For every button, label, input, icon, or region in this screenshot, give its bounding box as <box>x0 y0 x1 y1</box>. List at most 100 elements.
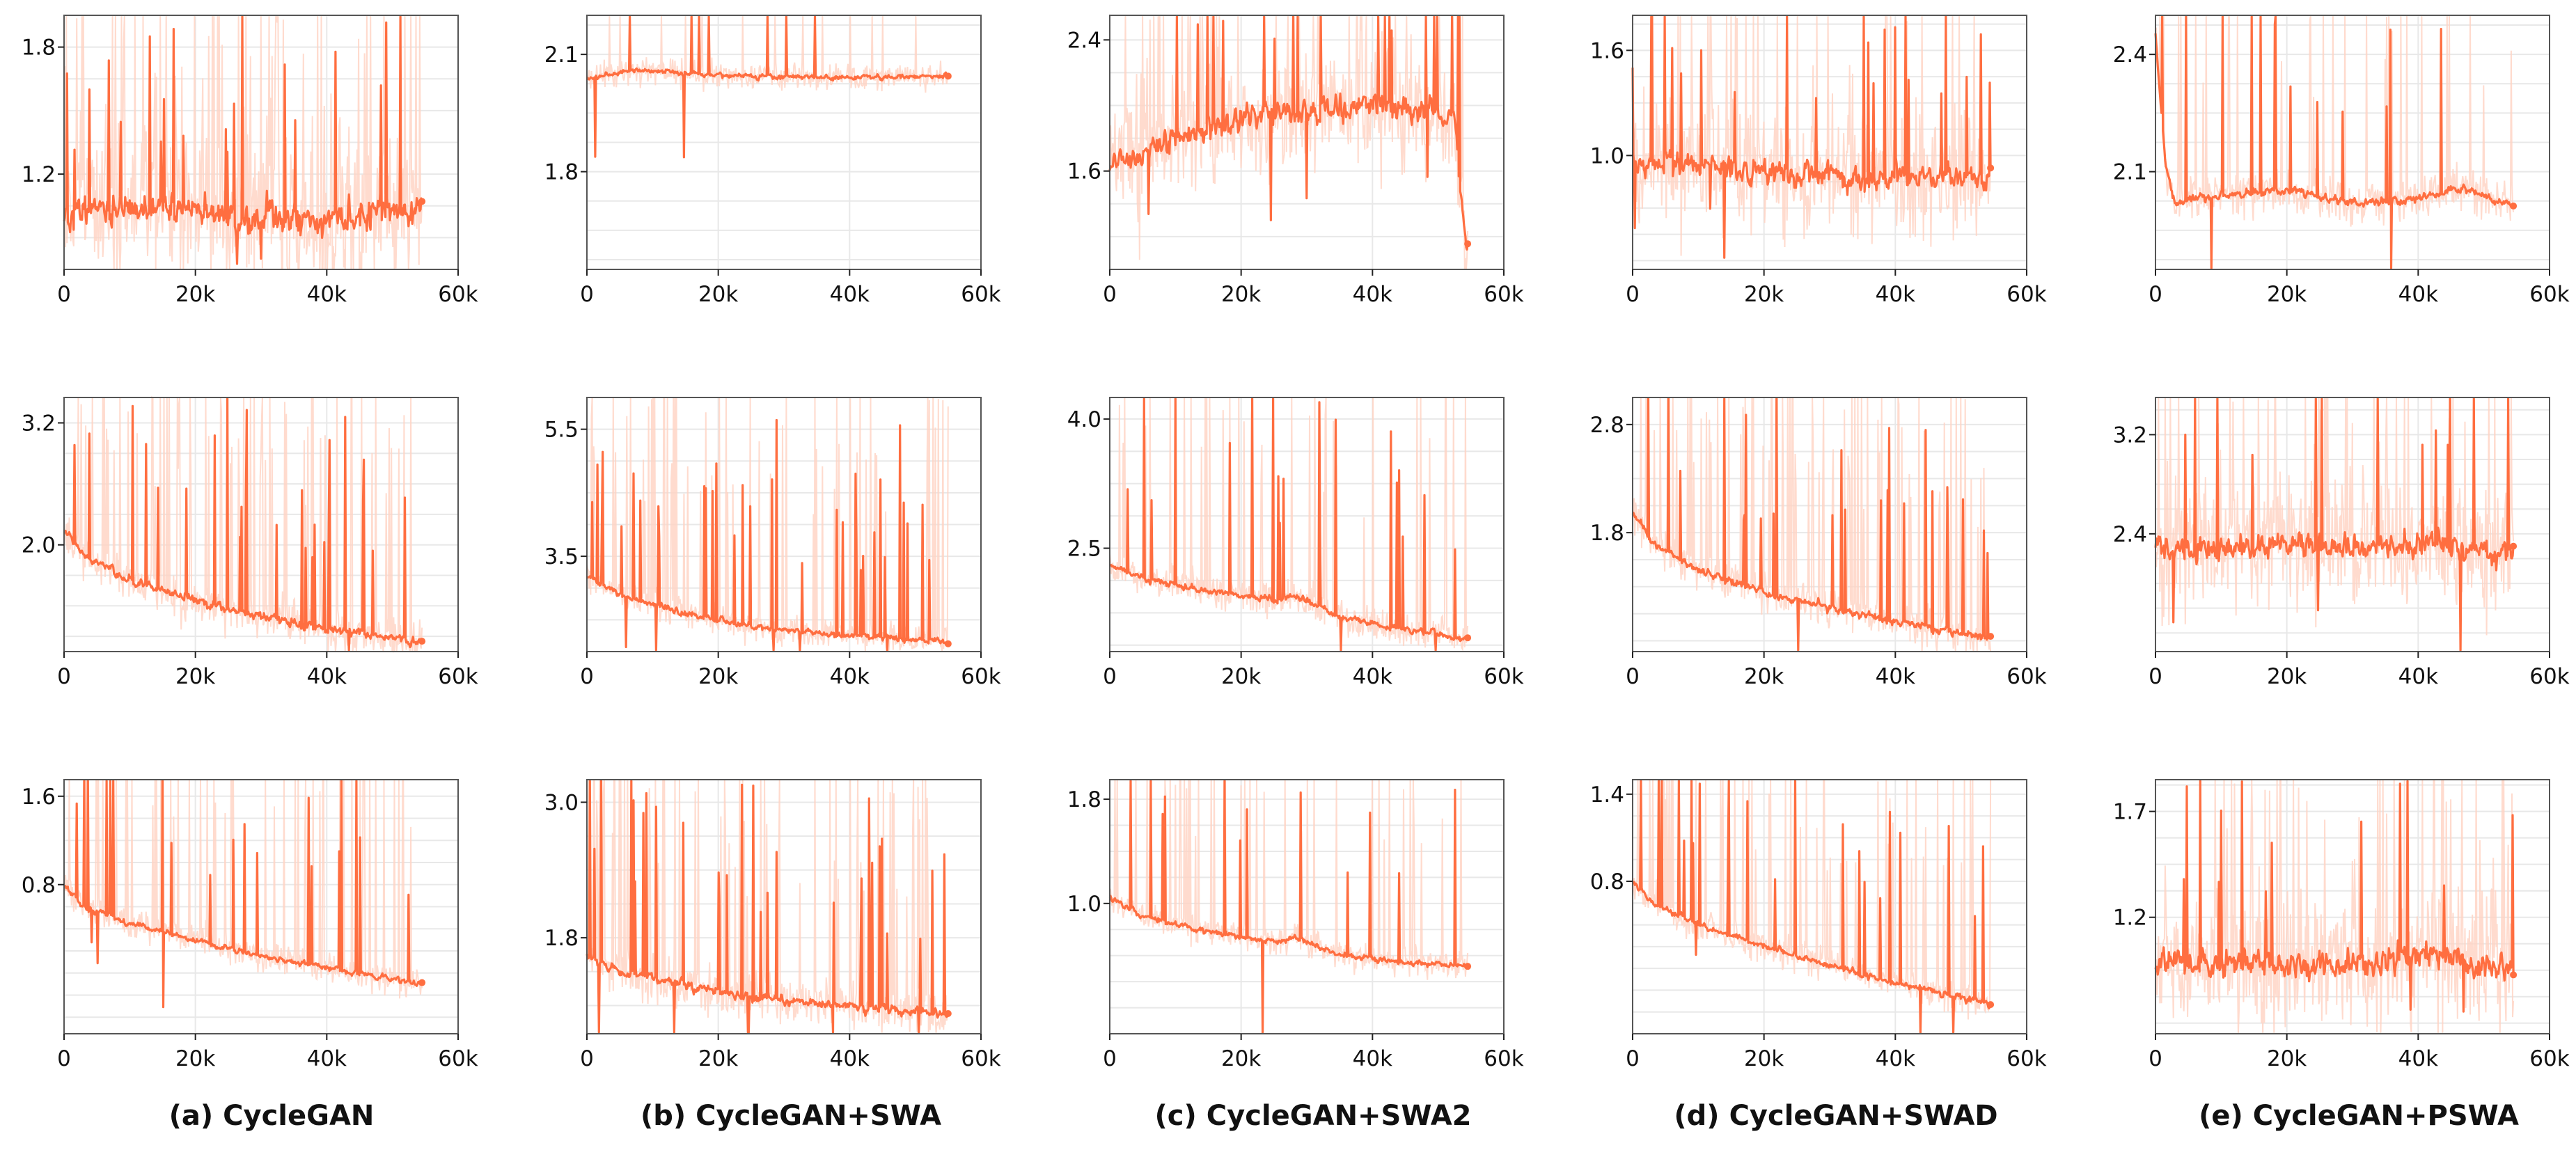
series-end-point <box>1464 240 1472 248</box>
x-tick-label: 60k <box>961 282 1000 307</box>
plot-frame <box>586 779 982 1034</box>
series-raw-line <box>63 779 423 999</box>
series-end-point <box>1464 634 1472 642</box>
series-line-loss <box>2154 780 2515 1013</box>
x-tick-label: 60k <box>438 282 478 307</box>
series-end-point <box>944 640 952 647</box>
x-tick-label: 20k <box>698 282 738 307</box>
caption-c-letter: (c) <box>1154 1100 1197 1132</box>
y-tick-label: 4.0 <box>1067 407 1101 432</box>
chart-panel-2-0: 1.6 2.4 0 20k 40k 60k <box>1067 15 1524 307</box>
plot-frame <box>2155 15 2550 270</box>
x-tick-label: 60k <box>1484 282 1523 307</box>
plot-frame <box>2155 779 2550 1034</box>
x-tick-label: 0 <box>57 282 71 307</box>
series-end-point <box>944 1010 952 1018</box>
x-tick-label: 60k <box>2529 282 2569 307</box>
caption-e-letter: (e) <box>2199 1100 2243 1132</box>
chart-panel-3-0: 1.0 1.6 0 20k 40k 60k <box>1590 15 2047 307</box>
caption-a: (a) CycleGAN <box>28 1100 515 1132</box>
x-tick-label: 40k <box>1353 282 1392 307</box>
series-line-loss <box>586 418 949 652</box>
series-line-loss <box>2154 15 2514 269</box>
caption-e-text: CycleGAN+PSWA <box>2252 1100 2519 1132</box>
series-end-point <box>1987 164 1995 172</box>
plot-frame <box>1632 397 2027 652</box>
series-raw-line <box>1632 15 1992 256</box>
y-tick-label: 1.6 <box>1067 159 1101 184</box>
y-tick-label: 1.8 <box>544 926 579 951</box>
x-tick-label: 60k <box>2529 664 2569 689</box>
chart-panel-0-1: 2.0 3.2 0 20k 40k 60k <box>22 395 478 689</box>
x-tick-label: 0 <box>1626 1046 1640 1071</box>
x-tick-label: 40k <box>1353 664 1392 689</box>
x-tick-label: 20k <box>1744 664 1784 689</box>
series-end-point <box>1987 1001 1995 1009</box>
caption-c: (c) CycleGAN+SWA2 <box>1069 1100 1557 1132</box>
x-tick-label: 0 <box>1626 664 1640 689</box>
x-tick-label: 40k <box>2398 664 2438 689</box>
x-tick-label: 40k <box>307 664 347 689</box>
y-tick-label: 3.0 <box>544 790 579 815</box>
x-tick-label: 60k <box>2529 1046 2569 1071</box>
series-line-loss <box>2154 397 2515 652</box>
series-end-point <box>418 638 426 645</box>
y-tick-label: 2.4 <box>1067 28 1101 53</box>
x-tick-label: 60k <box>2006 1046 2046 1071</box>
plot-frame <box>1109 15 1505 270</box>
chart-panel-3-2: 0.8 1.4 0 20k 40k 60k <box>1590 779 2047 1071</box>
y-tick-label: 0.8 <box>22 873 56 898</box>
y-tick-label: 2.4 <box>2113 522 2147 547</box>
y-tick-label: 3.2 <box>22 411 56 436</box>
x-tick-label: 0 <box>1103 1046 1117 1071</box>
chart-panel-4-1: 2.4 3.2 0 20k 40k 60k <box>2113 396 2570 689</box>
y-tick-label: 3.5 <box>544 544 579 569</box>
caption-d-letter: (d) <box>1674 1100 1720 1132</box>
caption-d-text: CycleGAN+SWAD <box>1729 1100 1998 1132</box>
series-end-point <box>2510 202 2518 210</box>
series-line-loss <box>1631 397 1992 652</box>
series-end-point <box>1987 633 1995 640</box>
x-tick-label: 40k <box>307 1046 347 1071</box>
chart-panel-1-2: 1.8 3.0 0 20k 40k 60k <box>544 779 1001 1071</box>
chart-panel-2-1: 2.5 4.0 0 20k 40k 60k <box>1067 397 1524 689</box>
x-tick-label: 60k <box>438 664 478 689</box>
series-line-loss <box>1109 397 1469 652</box>
chart-panel-3-1: 1.8 2.8 0 20k 40k 60k <box>1590 397 2047 689</box>
series-end-point <box>2510 971 2518 979</box>
series-line-loss <box>1631 780 1992 1034</box>
series-raw-line <box>63 395 423 653</box>
caption-a-letter: (a) <box>168 1100 214 1132</box>
x-tick-label: 40k <box>307 282 347 307</box>
y-tick-label: 1.8 <box>1067 787 1101 812</box>
plot-frame <box>63 779 459 1034</box>
y-tick-label: 3.2 <box>2113 423 2147 448</box>
plot-frame <box>1632 779 2027 1034</box>
series-end-point <box>2510 542 2518 550</box>
caption-d: (d) CycleGAN+SWAD <box>1592 1100 2080 1132</box>
y-tick-label: 2.5 <box>1067 537 1101 562</box>
series-end-point <box>418 979 426 986</box>
x-tick-label: 60k <box>2006 282 2046 307</box>
x-tick-label: 20k <box>1221 282 1261 307</box>
series-end-point <box>1464 963 1472 970</box>
x-tick-label: 0 <box>2149 664 2162 689</box>
caption-b-text: CycleGAN+SWA <box>696 1100 942 1132</box>
x-tick-label: 40k <box>830 664 870 689</box>
caption-b: (b) CycleGAN+SWA <box>547 1100 1035 1132</box>
y-tick-label: 1.7 <box>2113 800 2147 825</box>
x-tick-label: 40k <box>1353 1046 1392 1071</box>
x-tick-label: 20k <box>698 664 738 689</box>
y-tick-label: 2.1 <box>544 42 579 68</box>
chart-panel-4-2: 1.2 1.7 0 20k 40k 60k <box>2113 779 2570 1071</box>
x-tick-label: 40k <box>830 282 870 307</box>
series-raw-line <box>1109 397 1469 652</box>
series-line-loss <box>63 397 423 652</box>
y-tick-label: 1.0 <box>1067 892 1101 917</box>
caption-b-letter: (b) <box>640 1100 686 1132</box>
x-tick-label: 60k <box>438 1046 478 1071</box>
x-tick-label: 20k <box>2267 664 2307 689</box>
x-tick-label: 20k <box>2267 1046 2307 1071</box>
chart-panel-2-2: 1.0 1.8 0 20k 40k 60k <box>1067 779 1524 1071</box>
plot-frame <box>1109 397 1505 652</box>
